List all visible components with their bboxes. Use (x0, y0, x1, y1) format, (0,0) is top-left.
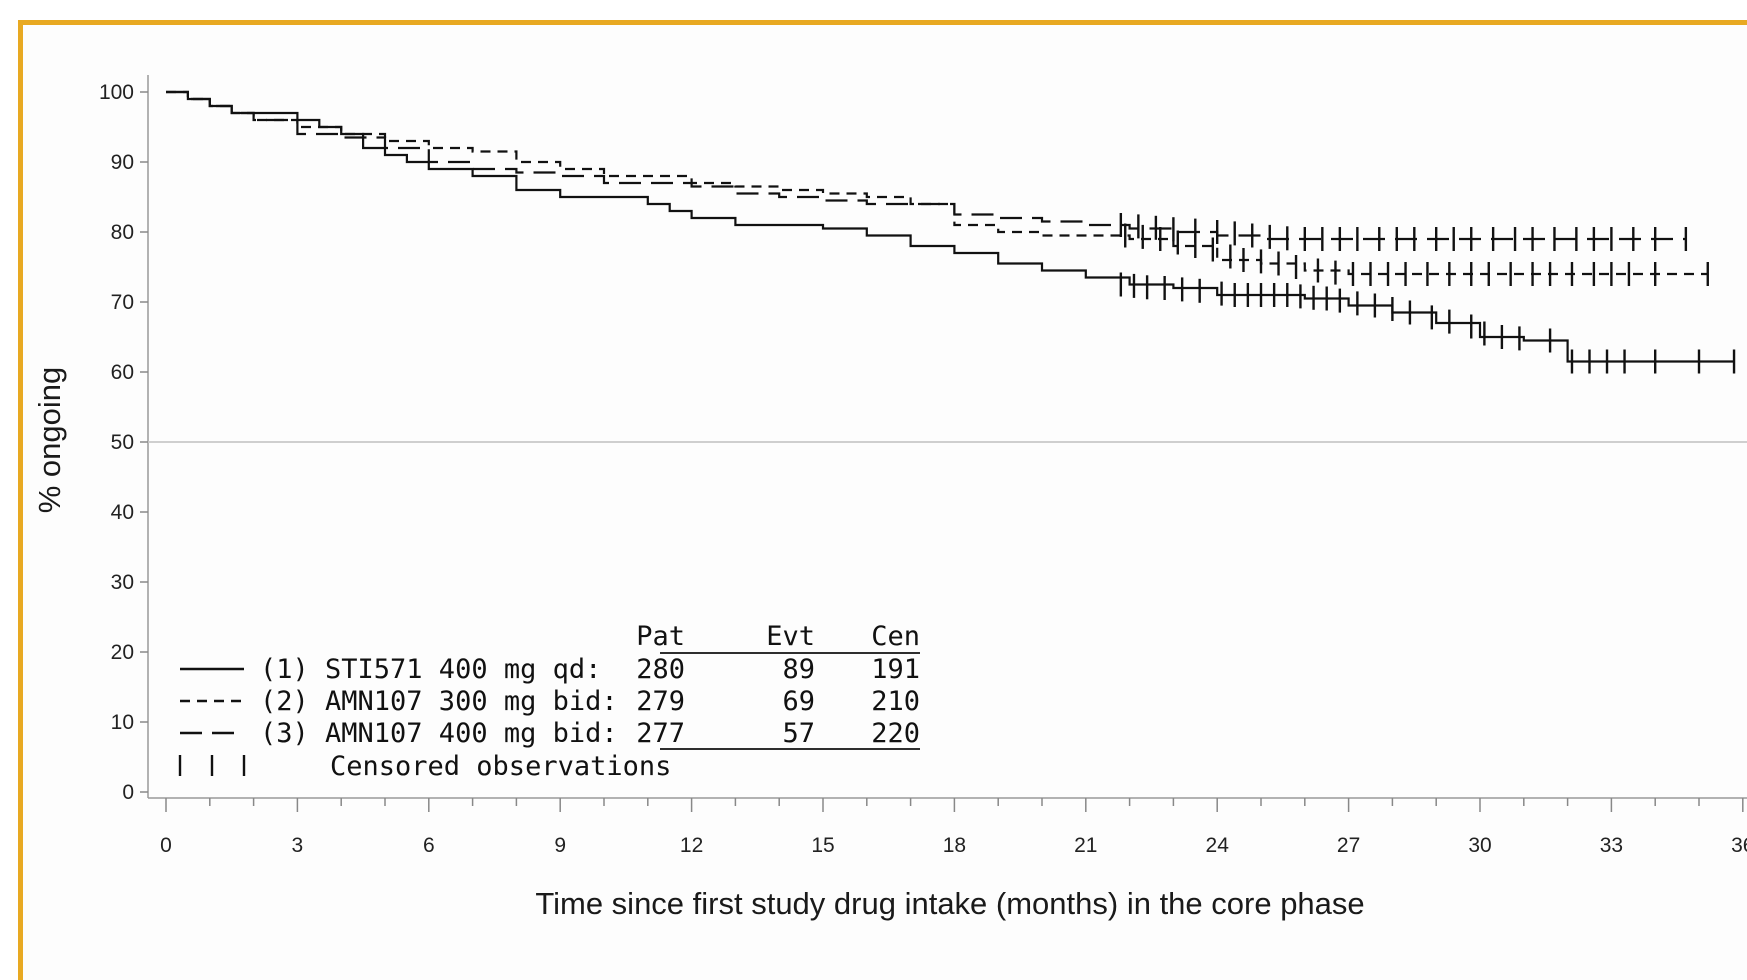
y-tick-label: 50 (111, 431, 134, 454)
x-tick-label: 30 (1468, 834, 1491, 857)
x-tick-label: 9 (554, 834, 566, 857)
legend-evt-value: 57 (782, 718, 815, 749)
y-tick-label: 40 (111, 501, 134, 524)
x-tick-label: 18 (943, 834, 966, 857)
series-line-1 (166, 90, 1735, 363)
x-tick-label: 21 (1074, 834, 1097, 857)
legend-header: Pat (636, 621, 685, 652)
legend-cen-value: 220 (871, 718, 920, 749)
curves (166, 90, 1736, 374)
legend-header: Cen (871, 621, 920, 652)
y-tick-label: 10 (111, 711, 134, 734)
legend-pat-value: 280 (636, 654, 685, 685)
x-tick-label: 27 (1337, 834, 1360, 857)
x-tick-label: 6 (423, 834, 435, 857)
series-line-2 (166, 90, 1708, 276)
x-tick-label: 3 (292, 834, 304, 857)
x-tick-label: 12 (680, 834, 703, 857)
y-tick-label: 0 (122, 781, 134, 804)
legend-pat-value: 279 (636, 686, 685, 717)
legend: Pat Evt Cen (1) STI571 400 mg qd: 280 89 191 (2… (178, 621, 920, 782)
y-tick-label: 80 (111, 221, 134, 244)
x-tick-label: 36 (1731, 834, 1747, 857)
x-tick-label: 24 (1206, 834, 1230, 857)
legend-label-3: (3) AMN107 400 mg bid: (260, 718, 618, 749)
x-tick-label: 15 (811, 834, 834, 857)
y-tick-label: 90 (111, 151, 134, 174)
legend-cen-value: 210 (871, 686, 920, 717)
legend-label-2: (2) AMN107 300 mg bid: (260, 686, 618, 717)
y-tick-label: 60 (111, 361, 134, 384)
x-tick-label: 0 (160, 834, 172, 857)
legend-cen-value: 191 (871, 654, 920, 685)
y-axis-label: % ongoing (32, 367, 67, 514)
chart-frame (18, 20, 1747, 980)
legend-evt-value: 69 (782, 686, 815, 717)
legend-label-1: (1) STI571 400 mg qd: (260, 654, 601, 685)
legend-censored-label: Censored observations (330, 751, 671, 782)
x-axis-label: Time since first study drug intake (mont… (535, 886, 1364, 921)
y-tick-label: 100 (99, 81, 134, 104)
y-tick-label: 70 (111, 291, 134, 314)
legend-evt-value: 89 (782, 654, 815, 685)
y-tick-label: 30 (111, 571, 134, 594)
y-tick-label: 20 (111, 641, 134, 664)
x-tick-label: 33 (1600, 834, 1623, 857)
legend-header: Evt (766, 621, 815, 652)
legend-pat-value: 277 (636, 718, 685, 749)
series-line-3 (166, 90, 1686, 241)
